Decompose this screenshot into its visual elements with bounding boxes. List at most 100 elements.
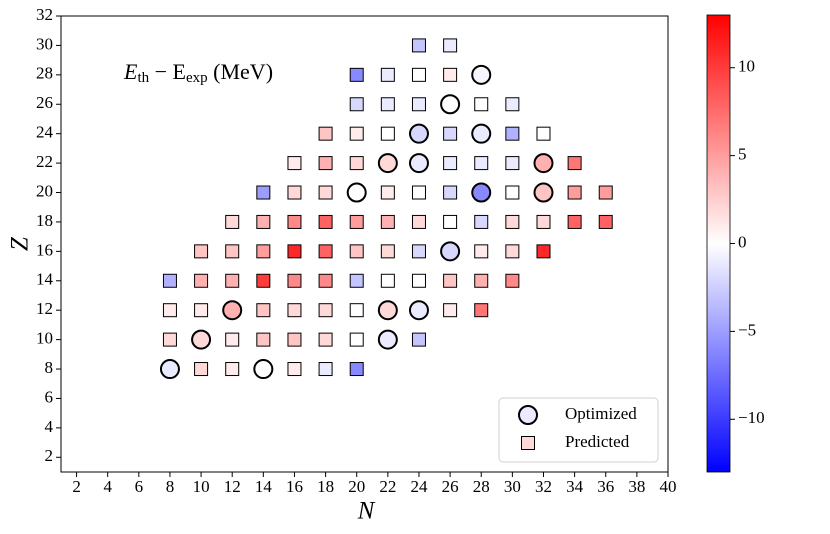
x-tick-label: 4 bbox=[103, 477, 112, 496]
annotation-part: − E bbox=[149, 59, 186, 84]
data-point bbox=[380, 126, 395, 141]
data-point bbox=[474, 214, 489, 229]
data-point bbox=[318, 156, 333, 171]
x-tick-label: 18 bbox=[317, 477, 334, 496]
data-point bbox=[474, 244, 489, 259]
x-tick-label: 30 bbox=[504, 477, 521, 496]
data-point bbox=[471, 182, 492, 203]
data-point bbox=[256, 214, 271, 229]
data-point bbox=[287, 244, 302, 259]
data-point bbox=[162, 273, 177, 288]
data-point bbox=[408, 153, 429, 174]
data-point bbox=[443, 303, 458, 318]
data-point bbox=[377, 300, 398, 321]
data-point bbox=[567, 214, 582, 229]
y-tick-label: 8 bbox=[45, 358, 54, 377]
data-point bbox=[411, 332, 426, 347]
data-point bbox=[194, 362, 209, 377]
data-point bbox=[318, 214, 333, 229]
data-point bbox=[287, 332, 302, 347]
data-point bbox=[505, 214, 520, 229]
x-tick-label: 16 bbox=[286, 477, 303, 496]
data-point bbox=[318, 332, 333, 347]
data-point bbox=[349, 126, 364, 141]
data-point bbox=[349, 214, 364, 229]
data-point bbox=[349, 244, 364, 259]
y-tick-label: 20 bbox=[36, 181, 53, 200]
data-point bbox=[567, 185, 582, 200]
data-point bbox=[474, 97, 489, 112]
data-point bbox=[159, 359, 180, 380]
y-tick-label: 16 bbox=[36, 240, 53, 259]
y-tick-label: 24 bbox=[36, 123, 54, 142]
data-point bbox=[443, 185, 458, 200]
data-point bbox=[225, 214, 240, 229]
data-point bbox=[443, 273, 458, 288]
data-point bbox=[533, 153, 554, 174]
y-axis-label: Z bbox=[7, 236, 34, 251]
data-point bbox=[287, 185, 302, 200]
data-point bbox=[349, 303, 364, 318]
x-axis-label: N bbox=[357, 498, 376, 525]
data-point bbox=[505, 244, 520, 259]
data-point bbox=[598, 214, 613, 229]
legend-marker bbox=[521, 436, 535, 450]
data-point bbox=[377, 153, 398, 174]
x-tick-label: 6 bbox=[135, 477, 144, 496]
annotation-subscript: th bbox=[137, 70, 149, 86]
data-point bbox=[162, 303, 177, 318]
data-point bbox=[408, 123, 429, 144]
data-point bbox=[380, 67, 395, 82]
data-point bbox=[474, 273, 489, 288]
data-point bbox=[162, 332, 177, 347]
data-point bbox=[411, 273, 426, 288]
data-point bbox=[411, 185, 426, 200]
data-point bbox=[440, 94, 461, 115]
annotation-part: E bbox=[123, 59, 138, 84]
data-point bbox=[225, 362, 240, 377]
colorbar-tick-label: 0 bbox=[738, 232, 747, 251]
data-point bbox=[256, 244, 271, 259]
data-point bbox=[222, 300, 243, 321]
colorbar-tick-label: 5 bbox=[738, 145, 747, 164]
data-point bbox=[287, 156, 302, 171]
data-point bbox=[505, 126, 520, 141]
data-point bbox=[349, 97, 364, 112]
data-point bbox=[411, 97, 426, 112]
x-tick-label: 24 bbox=[410, 477, 428, 496]
data-point bbox=[533, 182, 554, 203]
data-point bbox=[443, 38, 458, 53]
data-point bbox=[349, 362, 364, 377]
y-tick-label: 28 bbox=[36, 64, 53, 83]
data-point bbox=[505, 185, 520, 200]
data-point bbox=[256, 273, 271, 288]
y-tick-label: 26 bbox=[36, 93, 53, 112]
x-tick-label: 38 bbox=[628, 477, 645, 496]
y-tick-label: 18 bbox=[36, 211, 53, 230]
data-point bbox=[253, 359, 274, 380]
data-point bbox=[194, 303, 209, 318]
data-point bbox=[377, 329, 398, 350]
data-point bbox=[567, 156, 582, 171]
data-point bbox=[505, 273, 520, 288]
x-tick-label: 40 bbox=[660, 477, 677, 496]
y-tick-label: 30 bbox=[36, 34, 53, 53]
data-point bbox=[191, 329, 212, 350]
x-tick-label: 32 bbox=[535, 477, 552, 496]
y-tick-label: 22 bbox=[36, 152, 53, 171]
data-point bbox=[536, 214, 551, 229]
data-point bbox=[287, 273, 302, 288]
annotation: Eth − Eexp (MeV) bbox=[123, 59, 273, 86]
data-point bbox=[225, 332, 240, 347]
colorbar-tick-label: −5 bbox=[738, 320, 756, 339]
data-point bbox=[598, 185, 613, 200]
data-point bbox=[349, 332, 364, 347]
data-point bbox=[443, 67, 458, 82]
data-point bbox=[194, 273, 209, 288]
data-point bbox=[536, 126, 551, 141]
data-point bbox=[408, 300, 429, 321]
plot-area bbox=[60, 15, 669, 473]
y-tick-label: 14 bbox=[36, 270, 54, 289]
legend-box bbox=[498, 397, 659, 463]
